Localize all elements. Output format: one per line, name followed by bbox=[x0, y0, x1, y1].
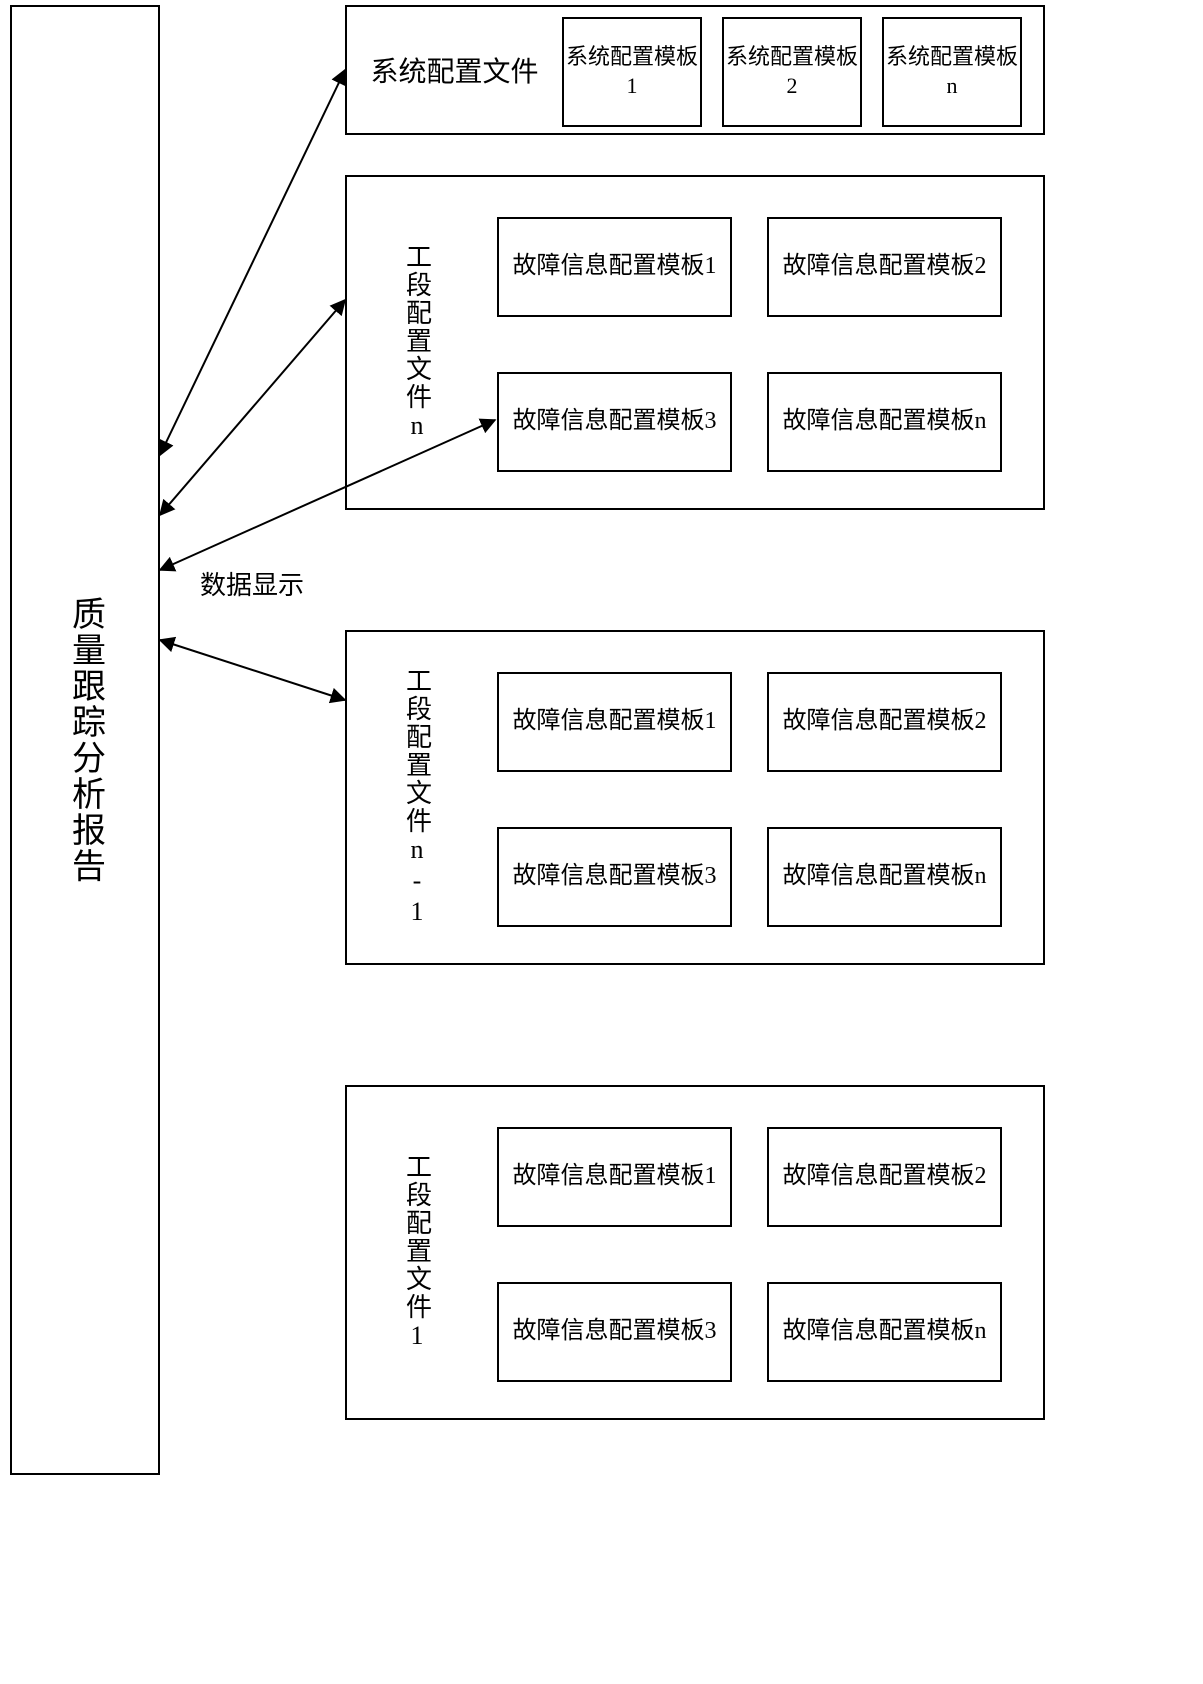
section-n-box: 工段配置文件n 故障信息配置模板1 故障信息配置模板2 故障信息配置模板3 故障… bbox=[345, 175, 1045, 510]
sys-template-1: 系统配置模板1 bbox=[562, 17, 702, 127]
sec-n1-tpl-2: 故障信息配置模板2 bbox=[767, 672, 1002, 772]
section-n1-box: 工段配置文件n-1 故障信息配置模板1 故障信息配置模板2 故障信息配置模板3 … bbox=[345, 630, 1045, 965]
sys-template-n: 系统配置模板n bbox=[882, 17, 1022, 127]
sys-template-1-label: 系统配置模板1 bbox=[564, 19, 700, 125]
sec-n-tpl-n: 故障信息配置模板n bbox=[767, 372, 1002, 472]
sec-n-tpl-3-label: 故障信息配置模板3 bbox=[499, 374, 730, 470]
sys-config-title: 系统配置文件 bbox=[357, 7, 552, 133]
section-1-title: 工段配置文件1 bbox=[387, 1087, 447, 1418]
sec-1-tpl-2: 故障信息配置模板2 bbox=[767, 1127, 1002, 1227]
sec-1-tpl-3: 故障信息配置模板3 bbox=[497, 1282, 732, 1382]
sec-n1-tpl-n: 故障信息配置模板n bbox=[767, 827, 1002, 927]
section-n-title: 工段配置文件n bbox=[387, 177, 447, 508]
sec-n-tpl-n-label: 故障信息配置模板n bbox=[769, 374, 1000, 470]
sys-config-title-text: 系统配置文件 bbox=[370, 50, 538, 90]
sys-template-2-label: 系统配置模板2 bbox=[724, 19, 860, 125]
data-display-label-text: 数据显示 bbox=[200, 571, 304, 600]
sys-config-box: 系统配置文件 系统配置模板1 系统配置模板2 系统配置模板n bbox=[345, 5, 1045, 135]
sec-n-tpl-3: 故障信息配置模板3 bbox=[497, 372, 732, 472]
report-box: 质量跟踪分析报告 bbox=[10, 5, 160, 1475]
section-1-box: 工段配置文件1 故障信息配置模板1 故障信息配置模板2 故障信息配置模板3 故障… bbox=[345, 1085, 1045, 1420]
sec-n1-tpl-1: 故障信息配置模板1 bbox=[497, 672, 732, 772]
data-display-label: 数据显示 bbox=[200, 565, 304, 602]
sec-n1-tpl-3: 故障信息配置模板3 bbox=[497, 827, 732, 927]
sec-1-tpl-n: 故障信息配置模板n bbox=[767, 1282, 1002, 1382]
section-1-title-text: 工段配置文件1 bbox=[399, 1153, 436, 1352]
report-title-text: 质量跟踪分析报告 bbox=[61, 596, 110, 884]
report-title: 质量跟踪分析报告 bbox=[12, 7, 158, 1473]
sys-template-2: 系统配置模板2 bbox=[722, 17, 862, 127]
sec-n-tpl-2: 故障信息配置模板2 bbox=[767, 217, 1002, 317]
section-n1-title-text: 工段配置文件n-1 bbox=[399, 667, 436, 928]
section-n-title-text: 工段配置文件n bbox=[399, 243, 436, 442]
sec-1-tpl-1: 故障信息配置模板1 bbox=[497, 1127, 732, 1227]
sec-n-tpl-1-label: 故障信息配置模板1 bbox=[499, 219, 730, 315]
section-n1-title: 工段配置文件n-1 bbox=[387, 632, 447, 963]
sec-n-tpl-1: 故障信息配置模板1 bbox=[497, 217, 732, 317]
sys-template-n-label: 系统配置模板n bbox=[884, 19, 1020, 125]
sec-n-tpl-2-label: 故障信息配置模板2 bbox=[769, 219, 1000, 315]
